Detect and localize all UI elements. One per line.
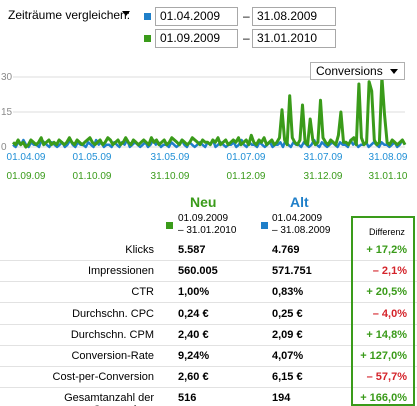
- value-old: 571.751: [272, 265, 312, 278]
- value-new: 560.005: [178, 265, 218, 278]
- series-line-new: [11, 75, 407, 149]
- x-tick-label-new: 01.10.09: [73, 171, 112, 182]
- column-new-range-end: – 31.01.2010: [178, 225, 237, 236]
- metric-dropdown-arrow-icon: [390, 69, 398, 74]
- compare-dropdown-arrow-icon[interactable]: [122, 11, 130, 16]
- x-tick-label-new: 01.09.09: [7, 171, 46, 182]
- metric-label: Durchschn. CPC: [72, 307, 154, 320]
- range-a-start-input[interactable]: 01.04.2009: [155, 7, 238, 26]
- x-tick-label-old: 01.04.09: [7, 152, 46, 163]
- table-row: Impressionen 560.005 571.751 – 2,1%: [0, 261, 417, 283]
- difference-value: + 127,0%: [360, 350, 407, 362]
- range-a-end-input[interactable]: 31.08.2009: [252, 7, 336, 26]
- range-b-swatch: [144, 35, 151, 42]
- range-b-end-input[interactable]: 31.01.2010: [252, 29, 336, 48]
- metric-label: Impressionen: [87, 265, 154, 278]
- value-new: 1,00%: [178, 286, 210, 299]
- x-tick-label-new: 01.12.09: [227, 171, 266, 182]
- compare-periods-label[interactable]: Zeiträume vergleichen:: [8, 8, 131, 22]
- x-tick-label-new: 31.01.10: [369, 171, 408, 182]
- value-new: 516: [178, 392, 197, 405]
- value-old: 0,83%: [272, 286, 304, 299]
- value-new: 2,40 €: [178, 328, 209, 341]
- range-a-dash: –: [243, 9, 250, 23]
- table-row: Durchschn. CPM 2,40 € 2,09 € + 14,8%: [0, 325, 417, 346]
- table-row: Durchschn. CPC 0,24 € 0,25 € – 4,0%: [0, 304, 417, 325]
- column-old-range-start: 01.04.2009: [272, 213, 323, 224]
- x-tick-label-old: 01.07.09: [227, 152, 266, 163]
- difference-value: + 14,8%: [366, 328, 407, 341]
- table-row: Klicks 5.587 4.769 + 17,2%: [0, 240, 417, 261]
- column-new-range-start: 01.09.2009: [178, 213, 229, 224]
- table-row: CTR 1,00% 0,83% + 20,5%: [0, 282, 417, 304]
- metric-label: Gesamtanzahl der Conversions: [64, 392, 154, 406]
- range-b-dash: –: [243, 31, 250, 45]
- difference-highlight-box: [351, 216, 415, 406]
- value-new: 5.587: [178, 244, 206, 256]
- y-tick-label: 30: [1, 72, 13, 83]
- column-old-heading: Alt: [290, 194, 309, 210]
- metric-label: Klicks: [125, 244, 154, 256]
- metric-select[interactable]: Conversions: [310, 62, 405, 80]
- value-old: 4.769: [272, 244, 300, 256]
- column-new-range: 01.09.2009 – 31.01.2010: [178, 213, 236, 237]
- value-new: 2,60 €: [178, 371, 209, 384]
- metric-label: CTR: [131, 286, 154, 299]
- y-tick-label: 15: [1, 107, 13, 118]
- y-tick-label: 0: [1, 142, 7, 153]
- difference-value: + 17,2%: [366, 244, 407, 256]
- metric-label: Durchschn. CPM: [70, 328, 154, 341]
- x-tick-label-new: 31.10.09: [151, 171, 190, 182]
- value-new: 9,24%: [178, 350, 210, 362]
- value-old: 194: [272, 392, 291, 405]
- conversions-line-chart: 0 15 30 01.04.09 01.05.09 31.05.09 01.07.09 31.…: [1, 72, 408, 182]
- column-old-range: 01.04.2009 – 31.08.2009: [272, 213, 330, 237]
- range-a-swatch: [144, 13, 151, 20]
- x-tick-label-old: 01.05.09: [73, 152, 112, 163]
- table-row: Conversion-Rate 9,24% 4,07% + 127,0%: [0, 346, 417, 367]
- value-old: 6,15 €: [272, 371, 303, 384]
- metric-label: Cost-per-Conversion: [52, 371, 154, 384]
- value-old: 0,25 €: [272, 307, 303, 320]
- x-tick-label-old: 31.08.09: [369, 152, 408, 163]
- range-b-start-input[interactable]: 01.09.2009: [155, 29, 238, 48]
- difference-value: – 4,0%: [372, 307, 407, 320]
- column-old-swatch: [261, 222, 268, 229]
- metric-select-value: Conversions: [316, 64, 383, 78]
- x-tick-label-old: 31.07.09: [304, 152, 343, 163]
- table-row: Gesamtanzahl der Conversions 516 194 + 166,…: [0, 388, 417, 406]
- column-new-heading: Neu: [190, 194, 217, 210]
- x-tick-label-new: 31.12.09: [304, 171, 343, 182]
- column-old-range-end: – 31.08.2009: [272, 225, 331, 236]
- difference-value: + 166,0%: [360, 392, 407, 405]
- column-new-swatch: [166, 222, 173, 229]
- value-old: 2,09 €: [272, 328, 303, 341]
- difference-value: – 2,1%: [372, 265, 407, 278]
- value-new: 0,24 €: [178, 307, 209, 320]
- x-tick-label-old: 31.05.09: [151, 152, 190, 163]
- difference-heading: Differenz: [369, 227, 405, 237]
- value-old: 4,07%: [272, 350, 304, 362]
- metric-label: Conversion-Rate: [71, 350, 154, 362]
- difference-value: + 20,5%: [366, 286, 407, 299]
- difference-value: – 57,7%: [366, 371, 407, 384]
- table-row: Cost-per-Conversion 2,60 € 6,15 € – 57,7%: [0, 367, 417, 389]
